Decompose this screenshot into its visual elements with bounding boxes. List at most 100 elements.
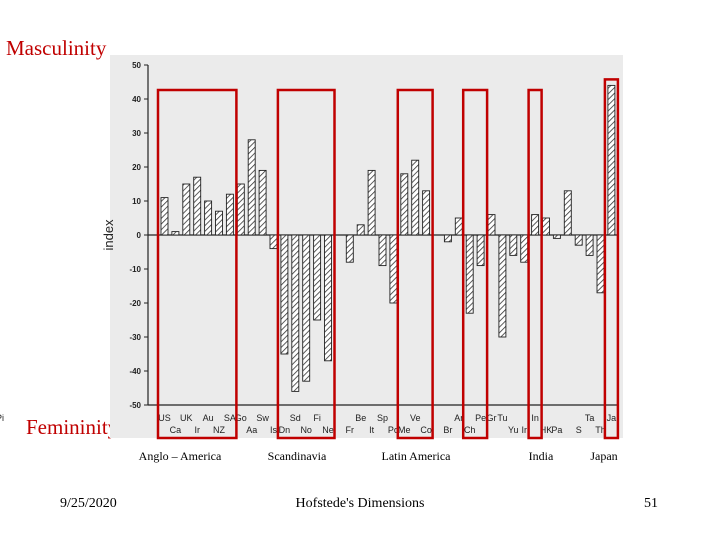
x-tick-label: Ir: [521, 425, 527, 435]
bar-fi: [313, 234, 322, 321]
bar-pa: [552, 234, 561, 239]
y-tick-label: -30: [129, 333, 141, 342]
x-tick-label: Ir: [194, 425, 200, 435]
bar-is: [269, 234, 278, 250]
region-label-anglo-america: Anglo – America: [138, 449, 222, 463]
y-tick-label: 40: [132, 95, 141, 104]
x-tick-label: Sw: [256, 413, 269, 423]
bar-hk: [542, 217, 550, 236]
y-tick-label: 20: [132, 163, 141, 172]
x-tick-label: Fr: [346, 425, 355, 435]
highlight-box-latin-america: [396, 88, 434, 440]
region-label-latin-america: Latin America: [381, 449, 451, 463]
y-tick-label: -10: [129, 265, 141, 274]
x-tick-label: HK: [540, 425, 553, 435]
bar-au: [204, 200, 213, 236]
bar-me: [400, 173, 409, 236]
bar-nz: [215, 210, 223, 236]
bar-th: [596, 234, 605, 294]
x-tick-label: Pa: [551, 425, 562, 435]
y-tick-label: -50: [129, 401, 141, 410]
x-tick-label: Me: [398, 425, 411, 435]
region-label-japan: Japan: [590, 449, 618, 463]
bar-yu: [509, 234, 518, 256]
x-tick-label: Go: [235, 413, 247, 423]
bar-in: [531, 214, 540, 236]
bar-ca: [171, 231, 180, 236]
slide-date: 9/25/2020: [60, 496, 117, 511]
bar-ne: [324, 234, 332, 362]
bar-pe: [476, 234, 485, 267]
x-tick-label: SA: [224, 413, 236, 423]
x-tick-label: Ja: [607, 413, 617, 423]
x-tick-label: Ar: [454, 413, 463, 423]
slide-page-number: 51: [644, 496, 658, 511]
x-tick-label: Be: [355, 413, 366, 423]
x-tick-label: Pe: [475, 413, 486, 423]
bar-ve: [411, 159, 420, 236]
x-tick-label: Ta: [585, 413, 595, 423]
bar-ir: [520, 234, 529, 263]
x-tick-label: In: [531, 413, 539, 423]
x-tick-label: Po: [388, 425, 399, 435]
bar-uk: [182, 183, 191, 236]
chart-plot-background: [110, 55, 623, 438]
highlight-box-anglo-america: [156, 88, 238, 440]
x-tick-label: Ne: [322, 425, 334, 435]
x-tick-label: Ca: [170, 425, 182, 435]
bar-fr: [345, 234, 354, 263]
x-tick-label: Ch: [464, 425, 476, 435]
x-tick-label: Sp: [377, 413, 388, 423]
x-tick-label: S: [576, 425, 582, 435]
bar-dn: [280, 234, 289, 355]
x-tick-label: Br: [443, 425, 452, 435]
bar-tu: [498, 234, 507, 338]
y-tick-label: 0: [137, 231, 142, 240]
x-tick-label: US: [158, 413, 171, 423]
x-tick-label: Tu: [497, 413, 507, 423]
bar-ja: [607, 84, 616, 236]
highlight-box-india: [527, 88, 543, 440]
x-tick-label: Au: [203, 413, 214, 423]
y-tick-label: 10: [132, 197, 141, 206]
bar-ch: [465, 234, 474, 314]
y-tick-label: -20: [129, 299, 141, 308]
bar-go: [236, 183, 245, 236]
x-tick-label: Yu: [508, 425, 519, 435]
bar-be: [356, 224, 365, 236]
bar-ir: [193, 176, 202, 236]
x-tick-label: Ve: [410, 413, 421, 423]
region-label-india: India: [528, 449, 554, 463]
x-tick-label: No: [300, 425, 312, 435]
x-tick-label: Is: [270, 425, 278, 435]
bar-br: [443, 234, 452, 243]
bar-ar: [454, 217, 463, 236]
bar-ph: [563, 190, 572, 236]
x-tick-label: Co: [420, 425, 432, 435]
y-tick-label: -40: [129, 367, 141, 376]
bar-co: [422, 190, 431, 236]
bar-gr: [487, 214, 496, 236]
y-axis-label: index: [101, 219, 116, 251]
highlight-box-japan: [603, 78, 620, 440]
y-tick-label: 30: [132, 129, 141, 138]
bar-us: [160, 197, 169, 236]
x-tick-label: Pi: [0, 413, 4, 423]
x-tick-label: It: [369, 425, 375, 435]
bar-sd: [291, 234, 300, 392]
x-tick-label: Th: [595, 425, 606, 435]
bar-it: [367, 169, 376, 236]
highlight-box-latin-america: [461, 88, 489, 440]
y-tick-label: 50: [132, 61, 141, 70]
x-tick-label: Fi: [313, 413, 321, 423]
masculinity-label: Masculinity: [6, 36, 107, 60]
bar-sa: [225, 193, 234, 236]
x-tick-label: NZ: [213, 425, 225, 435]
region-label-scandinavia: Scandinavia: [267, 449, 327, 463]
x-tick-label: Gr: [487, 413, 497, 423]
x-tick-label: Dn: [279, 425, 291, 435]
bar-aa: [247, 139, 256, 236]
x-tick-label: Aa: [246, 425, 257, 435]
bar-po: [389, 234, 398, 304]
